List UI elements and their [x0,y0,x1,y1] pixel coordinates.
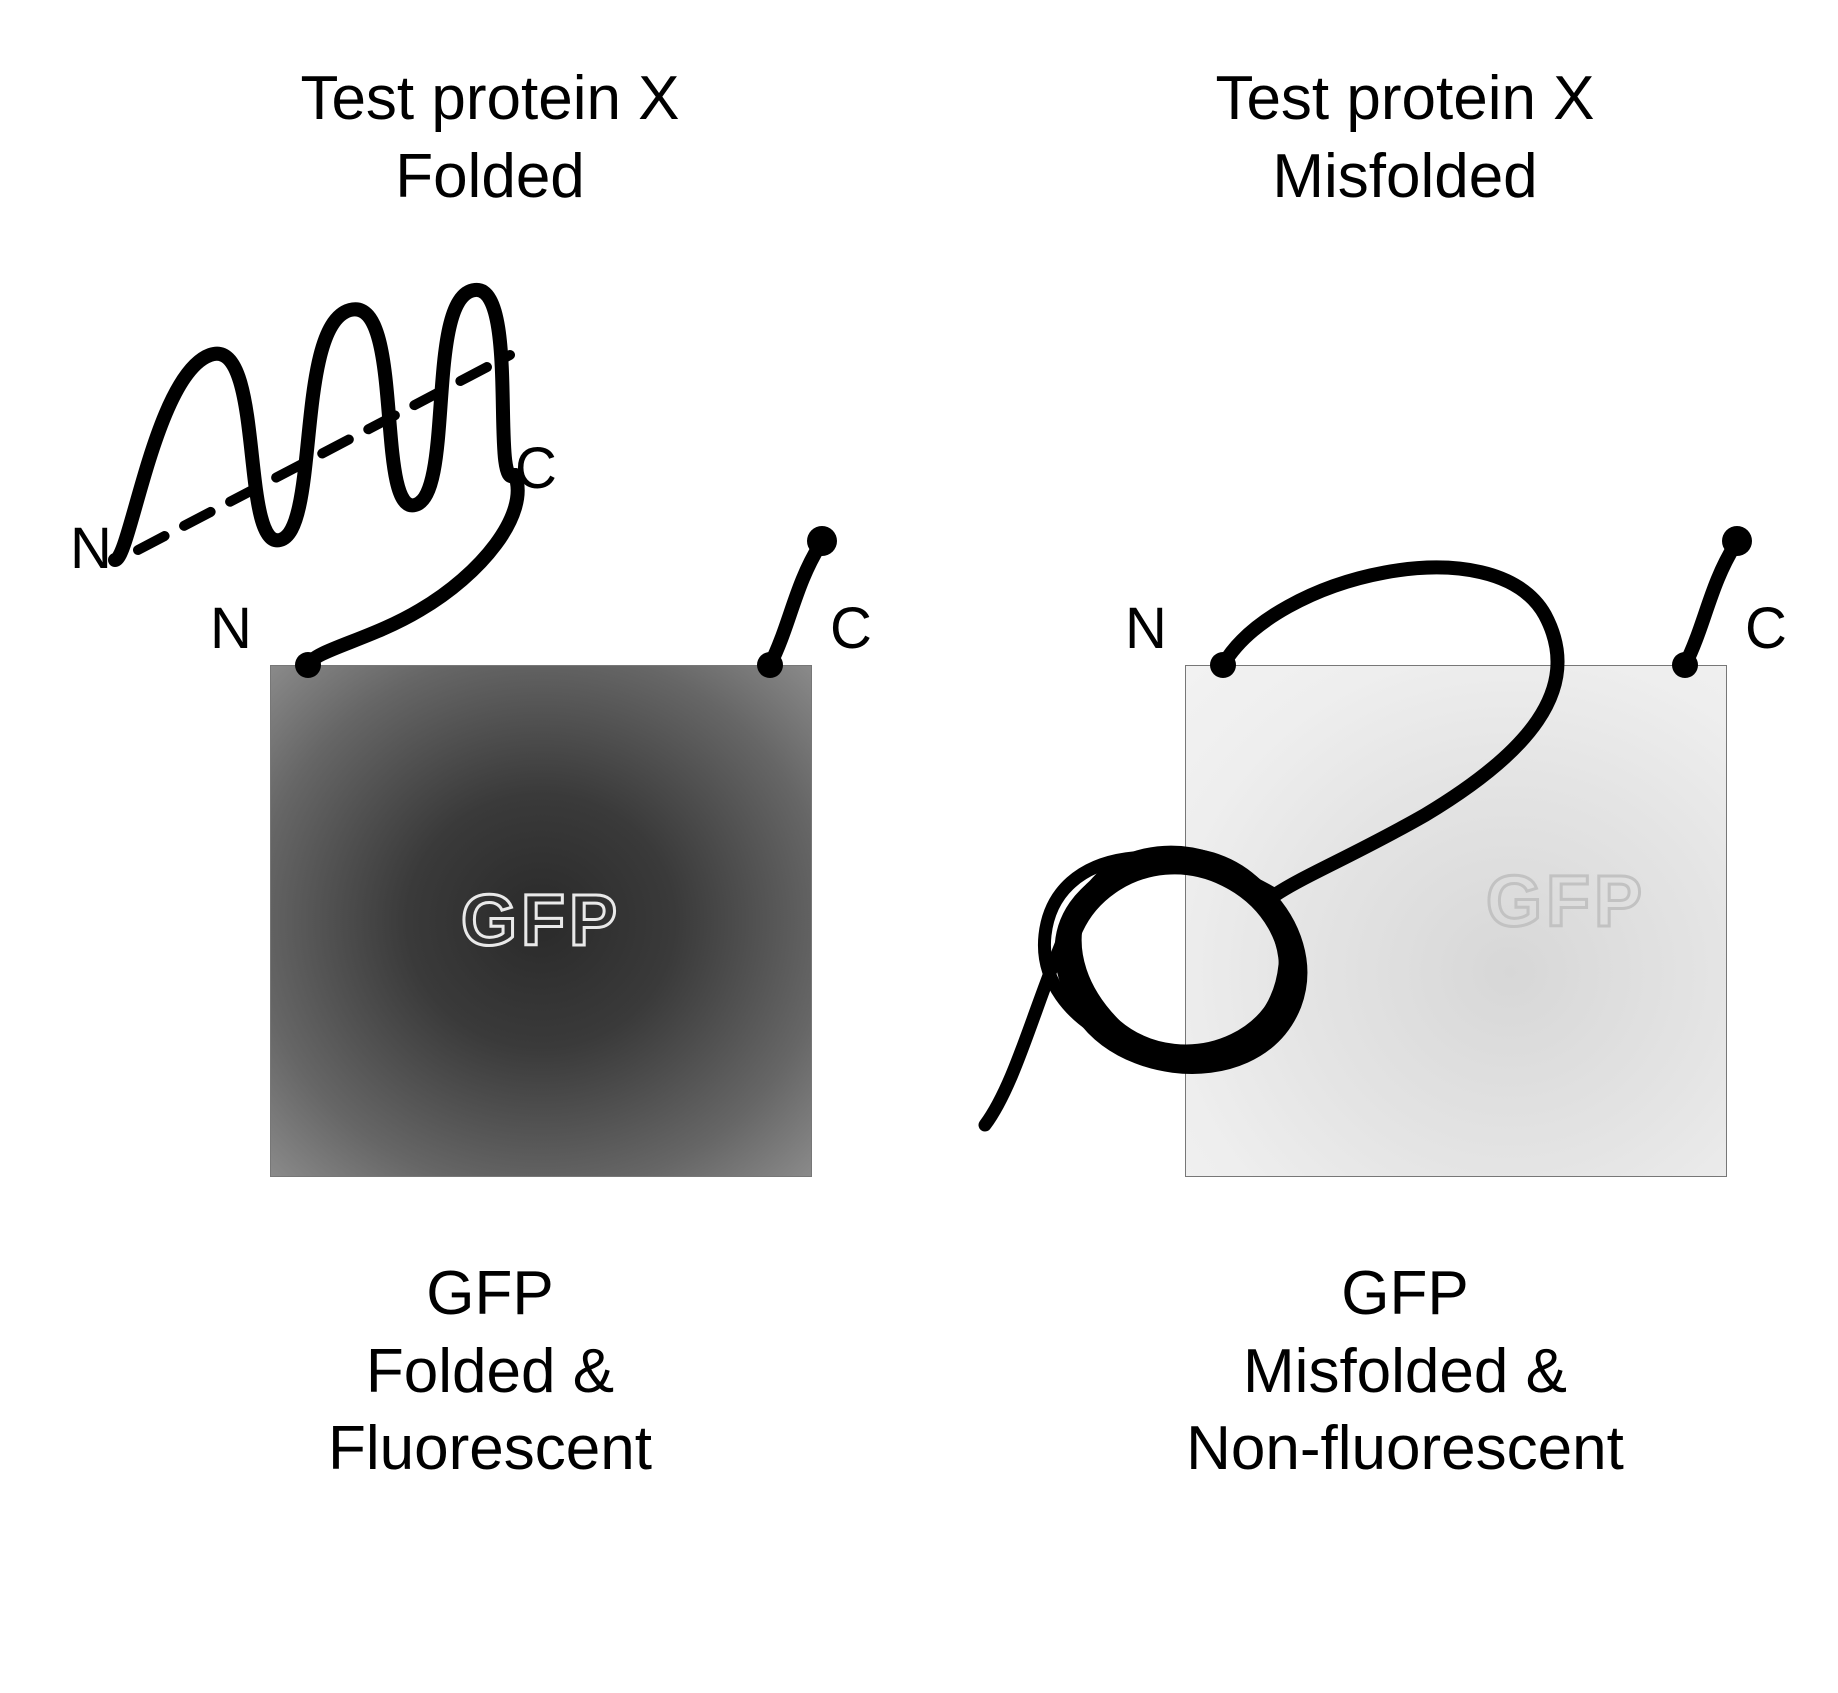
footer-line: GFP [1341,1259,1468,1328]
dot-C-terminal [807,526,837,556]
stage-misfolded: GFP N C [975,215,1835,1215]
panel-title-folded: Test protein X Folded [60,60,920,215]
protein-svg-folded [60,215,920,1215]
protein-svg-misfolded [975,215,1835,1215]
title-line: Folded [395,142,585,211]
helix-axis [138,355,510,550]
dot-box-N [295,652,321,678]
dot-C-terminal [1722,526,1752,556]
panel-misfolded: Test protein X Misfolded GFP N C [975,60,1835,1560]
panel-folded: Test protein X Folded GFP N C N C GFP Fo… [60,60,920,1560]
panel-footer-folded: GFP Folded & Fluorescent [60,1255,920,1488]
footer-line: Folded & [366,1337,614,1406]
title-line: Test protein X [1215,64,1594,133]
box-C-tail [770,545,820,665]
title-line: Misfolded [1272,142,1537,211]
panel-footer-misfolded: GFP Misfolded & Non-fluorescent [975,1255,1835,1488]
footer-line: Non-fluorescent [1186,1414,1624,1483]
helix-path [115,290,515,560]
stage-folded: GFP N C N C [60,215,920,1215]
box-C-tail [1685,545,1735,665]
footer-line: Misfolded & [1243,1337,1567,1406]
title-line: Test protein X [300,64,679,133]
loop-N-to-tangle [1223,568,1558,895]
footer-line: GFP [426,1259,553,1328]
tangle-group [985,852,1301,1125]
footer-line: Fluorescent [328,1414,652,1483]
panel-title-misfolded: Test protein X Misfolded [975,60,1835,215]
